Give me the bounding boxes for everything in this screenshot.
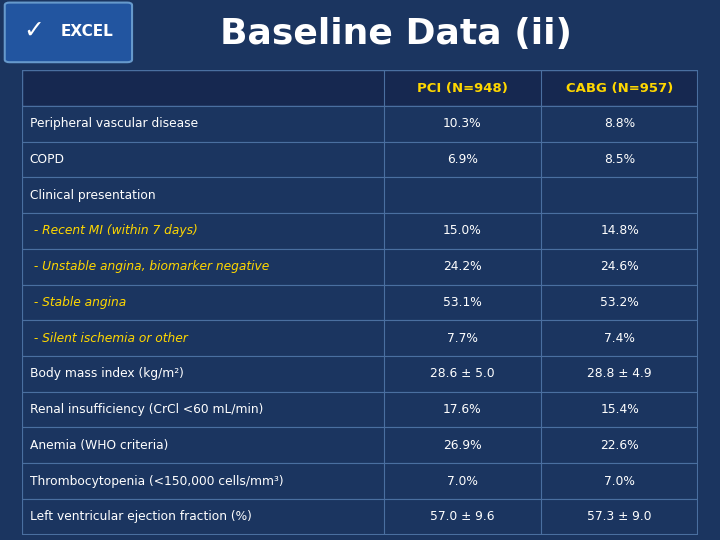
Bar — [22, 285, 698, 320]
Bar — [22, 141, 698, 177]
Text: 57.3 ± 9.0: 57.3 ± 9.0 — [588, 510, 652, 523]
Text: 7.0%: 7.0% — [604, 475, 635, 488]
Text: PCI (N=948): PCI (N=948) — [417, 82, 508, 94]
Bar — [22, 106, 698, 141]
Text: 15.0%: 15.0% — [443, 225, 482, 238]
Text: 28.6 ± 5.0: 28.6 ± 5.0 — [430, 367, 495, 380]
Text: 7.0%: 7.0% — [446, 475, 477, 488]
Text: 26.9%: 26.9% — [443, 439, 482, 452]
Text: 22.6%: 22.6% — [600, 439, 639, 452]
Text: 57.0 ± 9.6: 57.0 ± 9.6 — [430, 510, 495, 523]
Text: 17.6%: 17.6% — [443, 403, 482, 416]
Text: 8.8%: 8.8% — [604, 117, 635, 130]
Bar — [22, 249, 698, 285]
Text: Anemia (WHO criteria): Anemia (WHO criteria) — [30, 439, 168, 452]
Bar — [22, 320, 698, 356]
Text: 15.4%: 15.4% — [600, 403, 639, 416]
Bar — [22, 213, 698, 249]
Text: Thrombocytopenia (<150,000 cells/mm³): Thrombocytopenia (<150,000 cells/mm³) — [30, 475, 284, 488]
Text: Baseline Data (ii): Baseline Data (ii) — [220, 17, 572, 51]
Text: ✓: ✓ — [24, 19, 45, 43]
Bar — [22, 463, 698, 499]
Bar — [22, 392, 698, 428]
Text: Body mass index (kg/m²): Body mass index (kg/m²) — [30, 367, 184, 380]
FancyBboxPatch shape — [5, 3, 132, 62]
Text: Renal insufficiency (CrCl <60 mL/min): Renal insufficiency (CrCl <60 mL/min) — [30, 403, 263, 416]
Text: 24.2%: 24.2% — [443, 260, 482, 273]
Text: Peripheral vascular disease: Peripheral vascular disease — [30, 117, 198, 130]
Text: 14.8%: 14.8% — [600, 225, 639, 238]
Bar — [22, 428, 698, 463]
Text: Clinical presentation: Clinical presentation — [30, 189, 156, 202]
Text: 6.9%: 6.9% — [446, 153, 477, 166]
Text: - Stable angina: - Stable angina — [30, 296, 126, 309]
Text: 53.1%: 53.1% — [443, 296, 482, 309]
Text: EXCEL: EXCEL — [60, 24, 113, 38]
Bar — [22, 177, 698, 213]
Bar — [22, 70, 698, 106]
Text: - Recent MI (within 7 days): - Recent MI (within 7 days) — [30, 225, 197, 238]
Bar — [22, 499, 698, 535]
Text: Left ventricular ejection fraction (%): Left ventricular ejection fraction (%) — [30, 510, 251, 523]
Text: 53.2%: 53.2% — [600, 296, 639, 309]
Text: - Silent ischemia or other: - Silent ischemia or other — [30, 332, 187, 345]
Text: 7.7%: 7.7% — [446, 332, 477, 345]
Text: 10.3%: 10.3% — [443, 117, 482, 130]
Text: - Unstable angina, biomarker negative: - Unstable angina, biomarker negative — [30, 260, 269, 273]
Text: COPD: COPD — [30, 153, 65, 166]
Text: CABG (N=957): CABG (N=957) — [566, 82, 673, 94]
Text: 8.5%: 8.5% — [604, 153, 635, 166]
Text: 7.4%: 7.4% — [604, 332, 635, 345]
Bar — [22, 356, 698, 392]
Text: 28.8 ± 4.9: 28.8 ± 4.9 — [588, 367, 652, 380]
Text: 24.6%: 24.6% — [600, 260, 639, 273]
